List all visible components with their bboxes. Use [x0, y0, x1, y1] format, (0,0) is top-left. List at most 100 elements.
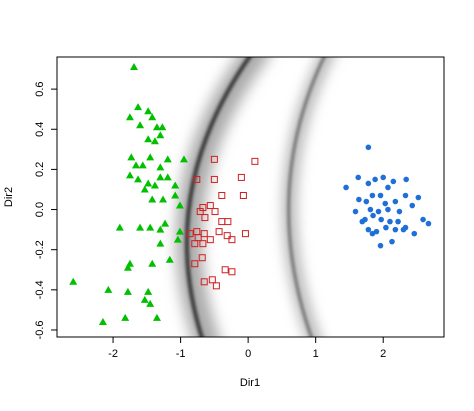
- point: [206, 202, 214, 210]
- point: [144, 287, 153, 295]
- point: [221, 266, 229, 274]
- boundary-line: [287, 57, 326, 337]
- point: [121, 313, 130, 321]
- point: [201, 214, 209, 222]
- point: [389, 238, 395, 245]
- point: [251, 157, 259, 165]
- point: [163, 155, 172, 163]
- point: [136, 121, 145, 129]
- point: [241, 230, 249, 238]
- point: [140, 185, 149, 193]
- point: [179, 155, 188, 163]
- point: [138, 161, 147, 169]
- point: [392, 226, 399, 233]
- decision-boundaries: [176, 57, 332, 337]
- point: [237, 173, 245, 181]
- point: [385, 184, 391, 191]
- point: [206, 236, 214, 244]
- point: [403, 176, 409, 183]
- point: [156, 225, 165, 233]
- point: [156, 173, 165, 181]
- point: [215, 228, 223, 236]
- point: [159, 195, 168, 203]
- point: [156, 163, 165, 171]
- point: [196, 208, 204, 216]
- point: [355, 174, 362, 181]
- point: [98, 317, 107, 325]
- y-tick-label: -0.4: [34, 280, 46, 299]
- point: [191, 240, 199, 248]
- point: [400, 226, 407, 233]
- point: [415, 194, 422, 201]
- point: [409, 202, 416, 209]
- point: [148, 259, 157, 267]
- point: [369, 192, 376, 199]
- point: [380, 174, 387, 181]
- point: [402, 192, 409, 199]
- point: [125, 113, 134, 121]
- point: [193, 175, 201, 183]
- point: [175, 227, 184, 235]
- point: [392, 198, 399, 205]
- point: [156, 239, 165, 247]
- point: [372, 176, 378, 183]
- y-axis-label: Dir2: [3, 187, 15, 207]
- point: [136, 223, 145, 231]
- point: [200, 230, 208, 238]
- point: [134, 103, 143, 111]
- point: [144, 135, 153, 143]
- x-tick-label: 1: [313, 348, 319, 360]
- point: [365, 226, 372, 233]
- point: [382, 200, 389, 207]
- point: [218, 218, 226, 226]
- point: [104, 285, 113, 293]
- point: [140, 295, 149, 303]
- plot-frame: [56, 56, 445, 338]
- point: [224, 218, 232, 226]
- point: [212, 282, 220, 290]
- point: [171, 191, 180, 199]
- x-tick-label: -2: [108, 348, 118, 360]
- point: [375, 208, 382, 215]
- point: [144, 179, 153, 187]
- point: [186, 230, 194, 238]
- point: [163, 173, 172, 181]
- y-tick-label: -0.2: [34, 240, 46, 259]
- point: [228, 268, 236, 276]
- point: [365, 180, 372, 187]
- point: [134, 175, 143, 183]
- point: [150, 137, 159, 145]
- point: [132, 161, 141, 169]
- point: [146, 223, 155, 231]
- point: [370, 212, 376, 219]
- point: [146, 153, 155, 161]
- y-tick-label: 0.6: [34, 81, 46, 96]
- point: [359, 218, 366, 225]
- point: [411, 230, 418, 237]
- point: [343, 184, 349, 191]
- point: [156, 131, 165, 139]
- point: [191, 260, 199, 268]
- point: [199, 240, 207, 248]
- point: [395, 218, 401, 225]
- point: [239, 191, 247, 199]
- point: [152, 313, 161, 321]
- point: [146, 299, 155, 307]
- point: [218, 191, 226, 199]
- point: [425, 220, 432, 227]
- point: [210, 175, 218, 183]
- point: [148, 113, 157, 121]
- point: [420, 216, 426, 223]
- point: [396, 208, 403, 215]
- point: [367, 206, 374, 213]
- point: [390, 178, 397, 185]
- point: [161, 219, 170, 227]
- point: [208, 276, 216, 284]
- point: [356, 196, 362, 203]
- y-tick-label: 0.0: [34, 202, 46, 217]
- point: [123, 287, 132, 295]
- point: [127, 153, 136, 161]
- point: [123, 263, 132, 271]
- point: [198, 254, 206, 262]
- point: [125, 171, 134, 179]
